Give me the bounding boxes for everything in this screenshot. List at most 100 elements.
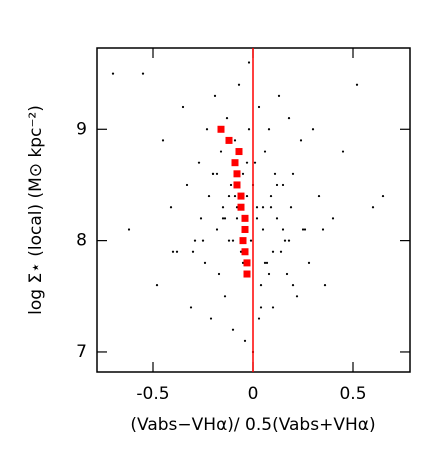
data-point <box>267 128 271 131</box>
data-point <box>215 172 219 175</box>
data-point <box>371 206 375 209</box>
data-point <box>141 72 145 75</box>
data-point <box>127 228 131 231</box>
data-point <box>199 217 203 220</box>
data-point <box>243 339 247 342</box>
red-square <box>241 214 249 222</box>
data-point <box>257 317 261 320</box>
data-point <box>235 217 239 220</box>
data-point <box>193 239 197 242</box>
data-point <box>169 206 173 209</box>
data-point <box>189 306 193 309</box>
data-point <box>155 284 159 287</box>
data-point <box>233 194 237 198</box>
data-point <box>291 284 295 287</box>
data-point <box>215 228 219 231</box>
data-point <box>207 194 211 198</box>
data-point <box>223 295 227 298</box>
red-square <box>239 237 247 245</box>
data-point <box>245 161 249 164</box>
data-point <box>355 83 359 86</box>
data-point <box>209 317 213 320</box>
data-point <box>275 183 279 187</box>
data-point <box>259 306 263 309</box>
data-point <box>171 250 175 253</box>
data-point <box>301 228 305 231</box>
y-tick-label: 7 <box>76 342 87 362</box>
data-point <box>221 206 225 209</box>
data-point <box>273 172 277 175</box>
red-square <box>217 125 225 133</box>
data-point <box>287 239 291 242</box>
red-square <box>237 203 245 211</box>
x-tick-label: 0.5 <box>339 384 366 404</box>
data-point <box>175 250 179 253</box>
red-square <box>243 270 251 278</box>
data-point <box>381 194 385 198</box>
data-point <box>303 228 307 231</box>
data-point <box>223 217 227 220</box>
data-point <box>217 272 221 276</box>
data-point <box>307 261 311 264</box>
red-square <box>225 136 233 144</box>
data-point <box>197 161 201 164</box>
data-point <box>269 206 273 209</box>
data-point <box>285 272 289 276</box>
data-point <box>287 117 291 120</box>
data-point <box>213 94 217 97</box>
data-point <box>229 183 233 187</box>
red-square <box>233 181 241 189</box>
data-point <box>247 61 251 64</box>
data-point <box>231 239 235 242</box>
data-point <box>227 194 231 198</box>
data-point <box>111 72 115 75</box>
data-point <box>255 206 259 209</box>
data-point <box>259 284 263 287</box>
data-point <box>219 150 223 153</box>
x-axis-label: (Vabs−VHα)/ 0.5(Vabs+VHα) <box>130 415 375 435</box>
red-square <box>231 159 239 167</box>
data-point <box>257 105 261 109</box>
data-point <box>191 250 195 253</box>
data-point <box>291 172 295 175</box>
red-square <box>233 170 241 178</box>
data-point <box>341 150 345 153</box>
data-point <box>331 217 335 220</box>
data-point <box>281 183 285 187</box>
data-point <box>263 150 267 153</box>
data-point <box>211 172 215 175</box>
data-point <box>261 228 265 231</box>
data-point <box>271 306 275 309</box>
data-point <box>227 239 231 242</box>
data-point <box>271 250 275 253</box>
data-point <box>275 217 279 220</box>
x-tick-label: -0.5 <box>136 384 169 404</box>
data-point <box>279 250 283 253</box>
data-point <box>283 239 287 242</box>
data-point <box>225 117 229 120</box>
red-square <box>241 248 249 256</box>
data-point <box>245 194 249 198</box>
data-point <box>299 139 303 142</box>
data-point <box>317 194 321 198</box>
data-point <box>267 272 271 276</box>
data-point <box>263 261 267 264</box>
data-point <box>277 94 281 97</box>
data-point <box>255 217 259 220</box>
data-point <box>205 128 209 131</box>
red-square <box>241 225 249 233</box>
data-point <box>233 139 237 142</box>
data-point <box>247 128 251 131</box>
data-point <box>311 128 315 131</box>
data-point <box>203 261 207 264</box>
red-square <box>235 148 243 156</box>
data-point <box>265 261 269 264</box>
data-point <box>185 183 189 187</box>
data-point <box>181 105 185 109</box>
data-point <box>237 83 241 86</box>
data-point <box>321 228 325 231</box>
y-axis-label: log Σ⋆ (local) (M⊙ kpc⁻²) <box>26 105 46 315</box>
data-point <box>261 206 265 209</box>
y-tick-label: 9 <box>76 119 87 139</box>
red-square <box>237 192 245 200</box>
